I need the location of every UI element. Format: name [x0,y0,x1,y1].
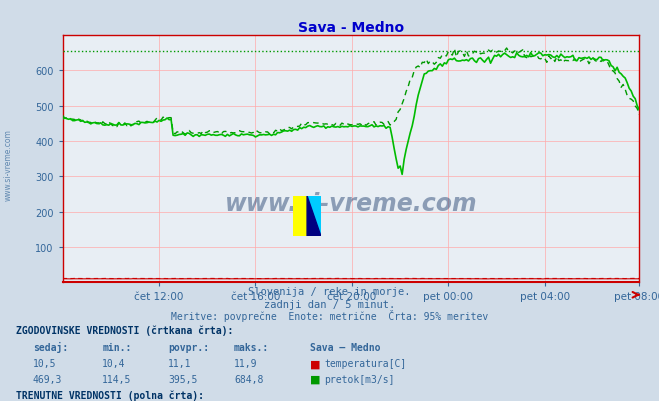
Text: 11,9: 11,9 [234,358,258,369]
Polygon shape [307,196,321,237]
Text: temperatura[C]: temperatura[C] [324,358,407,369]
Text: ■: ■ [310,358,320,369]
Text: ■: ■ [310,374,320,384]
Text: maks.:: maks.: [234,342,269,352]
Text: 469,3: 469,3 [33,374,63,384]
Text: 10,4: 10,4 [102,358,126,369]
Text: 395,5: 395,5 [168,374,198,384]
Text: Sava – Medno: Sava – Medno [310,342,380,352]
Text: 114,5: 114,5 [102,374,132,384]
Text: www.si-vreme.com: www.si-vreme.com [225,192,477,216]
Text: sedaj:: sedaj: [33,341,68,352]
Text: Meritve: povprečne  Enote: metrične  Črta: 95% meritev: Meritve: povprečne Enote: metrične Črta:… [171,309,488,321]
Text: povpr.:: povpr.: [168,342,209,352]
Text: Slovenija / reke in morje.: Slovenija / reke in morje. [248,287,411,297]
Polygon shape [307,196,321,237]
Bar [293,196,307,237]
Text: min.:: min.: [102,342,132,352]
Text: 10,5: 10,5 [33,358,57,369]
Title: Sava - Medno: Sava - Medno [298,21,404,35]
Text: pretok[m3/s]: pretok[m3/s] [324,374,395,384]
Text: TRENUTNE VREDNOSTI (polna črta):: TRENUTNE VREDNOSTI (polna črta): [16,389,204,400]
Text: www.si-vreme.com: www.si-vreme.com [3,129,13,200]
Text: zadnji dan / 5 minut.: zadnji dan / 5 minut. [264,299,395,309]
Text: 684,8: 684,8 [234,374,264,384]
Text: ZGODOVINSKE VREDNOSTI (črtkana črta):: ZGODOVINSKE VREDNOSTI (črtkana črta): [16,325,234,336]
Text: 11,1: 11,1 [168,358,192,369]
